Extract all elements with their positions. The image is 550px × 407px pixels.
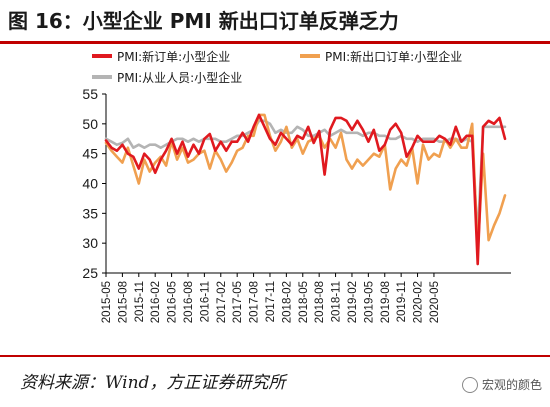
x-tick-label: 2016-11 bbox=[199, 281, 211, 322]
watermark: 宏观的颜色 bbox=[461, 376, 542, 394]
chart-title: 图 16：小型企业 PMI 新出口订单反弹乏力 bbox=[8, 9, 399, 33]
x-tick-label: 2018-08 bbox=[314, 281, 326, 323]
chart-axes: 25 30 35 40 45 50 55 2015-05 2015-08 2015-11 2016-… bbox=[82, 86, 511, 323]
x-tick-label: 2020-05 bbox=[429, 281, 441, 323]
y-tick-label: 35 bbox=[82, 205, 98, 221]
x-tick-label: 2019-08 bbox=[380, 281, 392, 323]
y-tick-label: 40 bbox=[82, 176, 98, 192]
x-tick-label: 2019-05 bbox=[363, 281, 375, 323]
x-tick-label: 2018-02 bbox=[281, 281, 293, 323]
source-note: 资料来源：Wind，方正证券研究所 bbox=[20, 373, 286, 393]
x-tick-label: 2019-11 bbox=[396, 281, 408, 322]
x-tick-label: 2016-05 bbox=[167, 281, 179, 323]
chart-series bbox=[104, 113, 507, 266]
chart-legend: PMI:新订单:小型企业 PMI:新出口订单:小型企业 PMI:从业人员:小型企业 bbox=[92, 49, 462, 85]
x-tick-label: 2015-08 bbox=[117, 281, 129, 323]
x-tick-label: 2016-08 bbox=[183, 281, 195, 323]
x-tick-label: 2016-02 bbox=[150, 281, 162, 323]
y-tick-label: 55 bbox=[82, 86, 98, 102]
legend-label: PMI:从业人员:小型企业 bbox=[117, 70, 242, 85]
line-chart: PMI:新订单:小型企业 PMI:新出口订单:小型企业PMI:从业人员:小型企业 … bbox=[82, 49, 511, 323]
x-tick-label: 2017-05 bbox=[232, 281, 244, 323]
y-tick-label: 45 bbox=[82, 146, 98, 162]
legend-label: PMI:新出口订单:小型企业 bbox=[325, 49, 462, 64]
wechat-icon bbox=[461, 376, 478, 393]
legend-label: PMI:新订单:小型企业 bbox=[117, 49, 230, 64]
x-tick-label: 2017-02 bbox=[216, 281, 228, 323]
watermark-text: 宏观的颜色 bbox=[481, 378, 542, 392]
title-divider bbox=[0, 41, 550, 44]
series-line-1 bbox=[104, 113, 507, 266]
x-tick-label: 2020-02 bbox=[413, 281, 425, 323]
x-tick-label: 2015-11 bbox=[134, 281, 146, 322]
y-tick-label: 30 bbox=[82, 235, 98, 251]
x-tick-label: 2015-05 bbox=[101, 281, 113, 323]
y-tick-label: 25 bbox=[82, 265, 98, 281]
x-tick-label: 2017-08 bbox=[249, 281, 261, 323]
x-tick-label: 2017-11 bbox=[265, 281, 277, 322]
x-tick-label: 2018-05 bbox=[298, 281, 310, 323]
y-tick-label: 50 bbox=[82, 116, 98, 132]
x-tick-label: 2019-02 bbox=[347, 281, 359, 323]
footer-divider bbox=[0, 355, 550, 357]
x-tick-label: 2018-11 bbox=[331, 281, 343, 322]
